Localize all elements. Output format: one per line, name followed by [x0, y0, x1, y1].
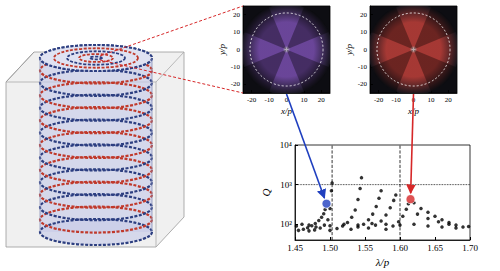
- svg-text:10: 10: [427, 96, 435, 104]
- svg-text:10: 10: [300, 96, 308, 104]
- svg-text:x/p: x/p: [407, 106, 419, 116]
- svg-text:-10: -10: [264, 96, 274, 104]
- svg-text:1.45: 1.45: [287, 243, 303, 253]
- svg-text:10: 10: [233, 28, 241, 36]
- svg-text:0: 0: [412, 96, 416, 104]
- svg-text:20: 20: [360, 11, 368, 19]
- svg-text:-20: -20: [374, 96, 384, 104]
- svg-text:-20: -20: [231, 80, 241, 88]
- svg-text:-10: -10: [358, 63, 368, 71]
- svg-text:0: 0: [237, 46, 241, 54]
- svg-text:1.50: 1.50: [322, 243, 338, 253]
- svg-text:10³: 10³: [280, 180, 292, 190]
- svg-text:Q: Q: [260, 188, 272, 196]
- svg-text:0: 0: [285, 96, 289, 104]
- svg-text:1.60: 1.60: [392, 243, 408, 253]
- svg-text:-10: -10: [231, 63, 241, 71]
- svg-text:-10: -10: [391, 96, 401, 104]
- svg-text:1.65: 1.65: [427, 243, 443, 253]
- svg-text:-20: -20: [358, 80, 368, 88]
- svg-text:y/p: y/p: [344, 44, 354, 56]
- svg-text:20: 20: [233, 11, 241, 19]
- svg-text:20: 20: [445, 96, 453, 104]
- svg-text:20: 20: [318, 96, 326, 104]
- svg-text:10: 10: [360, 28, 368, 36]
- svg-text:10⁴: 10⁴: [280, 140, 292, 150]
- svg-text:-20: -20: [247, 96, 257, 104]
- svg-text:10²: 10²: [280, 219, 292, 229]
- svg-text:1.70: 1.70: [462, 243, 478, 253]
- svg-text:λ/p: λ/p: [375, 256, 390, 268]
- svg-text:y/p: y/p: [217, 44, 227, 56]
- svg-text:1.55: 1.55: [357, 243, 373, 253]
- svg-text:x/p: x/p: [280, 106, 292, 116]
- svg-text:0: 0: [364, 46, 368, 54]
